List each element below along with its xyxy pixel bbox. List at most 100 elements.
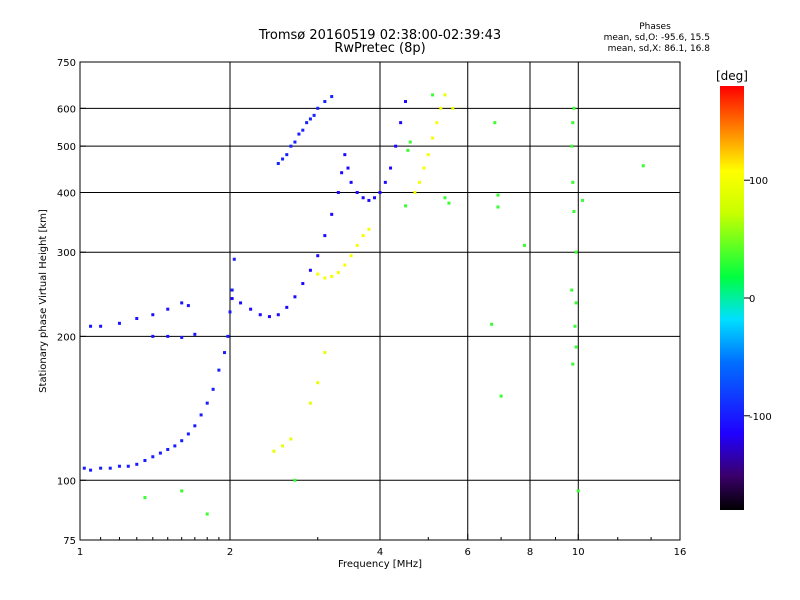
echo-point <box>572 106 576 110</box>
echo-point <box>272 449 276 453</box>
x-tick-label: 10 <box>572 547 585 558</box>
echo-point <box>323 351 327 355</box>
echo-point <box>173 444 177 448</box>
echo-point <box>230 297 234 301</box>
echo-point <box>355 190 359 194</box>
echo-point <box>285 153 289 157</box>
echo-point <box>205 512 209 516</box>
echo-point <box>180 489 184 493</box>
echo-point <box>330 212 334 216</box>
echo-point <box>443 196 447 200</box>
echo-point <box>117 321 121 325</box>
echo-point <box>408 140 412 144</box>
echo-point <box>573 324 577 328</box>
echo-point <box>308 401 312 405</box>
echo-point <box>346 166 350 170</box>
echo-point <box>336 271 340 275</box>
echo-point <box>399 121 403 125</box>
echo-point <box>571 362 575 366</box>
echo-point <box>406 148 410 152</box>
echo-point <box>571 121 575 125</box>
y-tick-label: 300 <box>57 248 76 259</box>
echo-points <box>82 93 645 516</box>
echo-point <box>378 190 382 194</box>
echo-point <box>108 466 112 470</box>
echo-point <box>343 263 347 267</box>
echo-point <box>323 276 327 280</box>
chart-subtitle: RwPretec (8p) <box>334 41 426 56</box>
echo-point <box>523 243 527 247</box>
echo-point <box>426 153 430 157</box>
echo-point <box>135 462 139 466</box>
echo-point <box>571 180 575 184</box>
echo-point <box>301 282 305 286</box>
x-tick-label: 4 <box>377 547 383 558</box>
echo-point <box>151 455 155 459</box>
echo-point <box>493 121 497 125</box>
echo-point <box>403 204 407 208</box>
echo-point <box>581 198 585 202</box>
echo-point <box>361 234 365 238</box>
colorbar-tick-label: 0 <box>749 294 755 305</box>
y-tick-label: 600 <box>57 104 76 115</box>
echo-point <box>135 316 139 320</box>
echo-point <box>281 157 285 161</box>
x-tick-label: 2 <box>227 547 233 558</box>
echo-point <box>316 106 320 110</box>
echo-point <box>570 144 574 148</box>
echo-point <box>451 106 455 110</box>
echo-point <box>499 394 503 398</box>
phase-stats-x-mode: mean, sd,X: 86.1, 16.8 <box>607 44 710 54</box>
echo-point <box>217 368 221 372</box>
echo-point <box>316 381 320 385</box>
colorbar-ticks: 100 0 -100 <box>744 176 772 423</box>
echo-point <box>367 227 371 231</box>
x-tick-label: 1 <box>77 547 83 558</box>
echo-point <box>117 464 121 468</box>
echo-point <box>289 144 293 148</box>
chart-title: Tromsø 20160519 02:38:00-02:39:43 <box>258 28 502 43</box>
echo-point <box>343 153 347 157</box>
echo-point <box>166 307 170 311</box>
echo-point <box>431 136 435 140</box>
echo-point <box>99 324 103 328</box>
echo-point <box>249 307 253 311</box>
echo-point <box>422 166 426 170</box>
echo-point <box>151 334 155 338</box>
echo-point <box>186 304 190 308</box>
phase-stats-title: Phases <box>639 22 671 32</box>
echo-point <box>496 205 500 209</box>
echo-point <box>413 190 417 194</box>
echo-point <box>267 315 271 319</box>
echo-point <box>232 257 236 261</box>
echo-point <box>143 496 147 500</box>
echo-point <box>435 121 439 125</box>
echo-point <box>228 310 232 314</box>
echo-point <box>89 324 93 328</box>
echo-point <box>89 468 93 472</box>
echo-point <box>199 413 203 417</box>
echo-point <box>403 100 407 104</box>
phase-colorbar <box>720 86 744 510</box>
echo-point <box>126 464 130 468</box>
echo-point <box>574 345 578 349</box>
y-axis-label: Stationary phase Virtual Height [km] <box>38 209 49 393</box>
echo-point <box>574 301 578 305</box>
echo-point <box>641 164 645 168</box>
echo-point <box>443 93 447 97</box>
echo-point <box>570 288 574 292</box>
x-axis-label: Frequency [MHz] <box>338 559 422 570</box>
echo-point <box>572 210 576 214</box>
echo-point <box>323 234 327 238</box>
gridlines <box>80 62 680 540</box>
y-tick-label: 75 <box>63 536 76 547</box>
echo-point <box>239 301 243 305</box>
echo-point <box>349 254 353 258</box>
echo-point <box>158 451 162 455</box>
echo-point <box>258 313 262 317</box>
echo-point <box>281 444 285 448</box>
echo-point <box>180 439 184 443</box>
x-axis: 1 2 4 6 8 10 16 <box>77 534 686 558</box>
echo-point <box>301 128 305 132</box>
